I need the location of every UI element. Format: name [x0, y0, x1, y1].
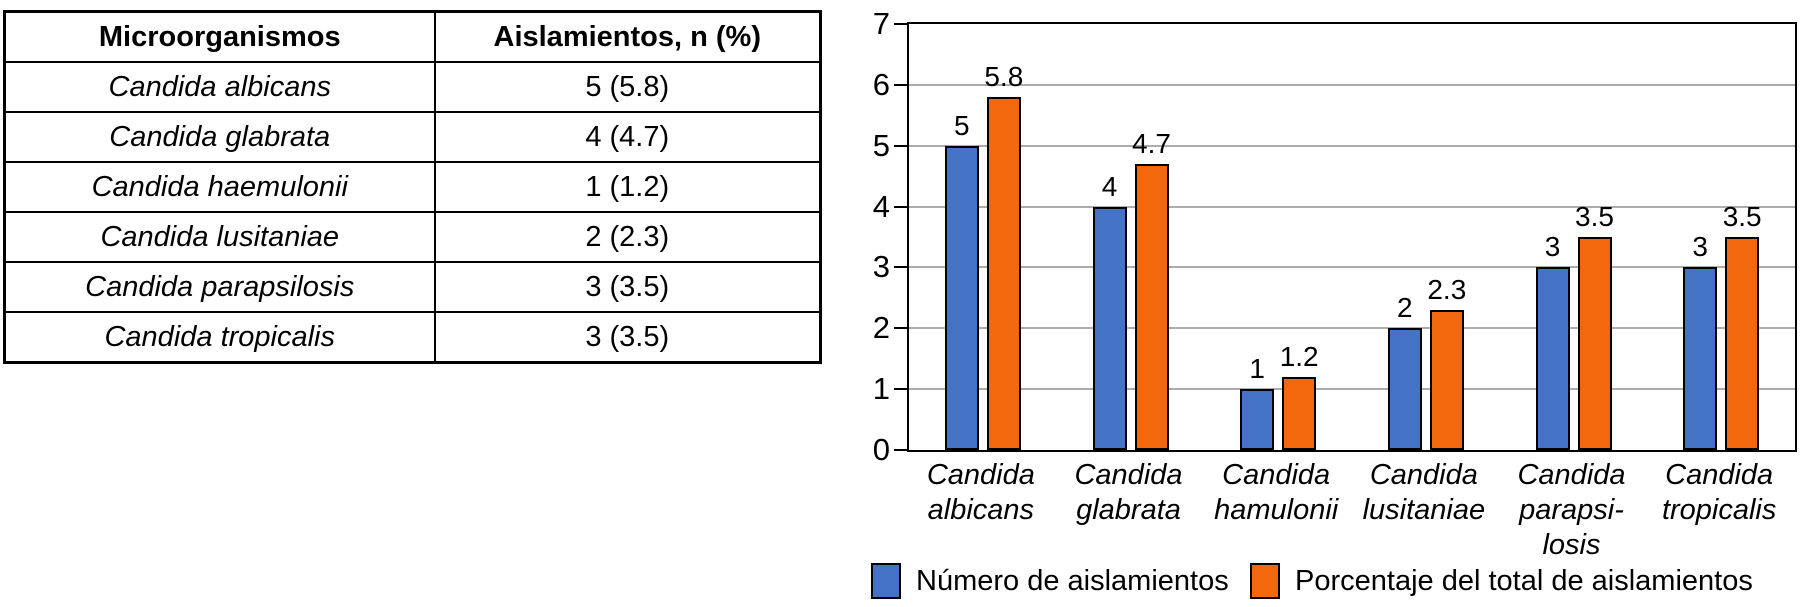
bar-percent: [1577, 237, 1612, 450]
bar-value-label: 3: [1544, 231, 1561, 263]
y-tick-mark: [894, 144, 907, 147]
y-tick-label: 7: [872, 6, 890, 41]
bar-value-label: 2: [1397, 292, 1413, 324]
x-category-label: Candida albicans: [926, 459, 1035, 526]
bar-value-label: 4.7: [1132, 127, 1171, 159]
bar-percent: [1282, 376, 1317, 450]
bar-value-label: 5.8: [984, 61, 1024, 93]
gridline: [909, 266, 1795, 269]
species-cell: Candida glabrata: [3, 111, 436, 163]
species-cell: Candida lusitaniae: [3, 211, 436, 263]
gridline: [909, 144, 1795, 147]
y-tick-mark: [894, 23, 907, 25]
y-tick-mark: [894, 449, 907, 451]
table-row: Candida albicans 5 (5.8): [3, 61, 822, 113]
plot-area: 5 5.8 4 4.7 1 1.2 2 2.3 3 3.5 3 3.5: [907, 22, 1797, 452]
bar-value-label: 1.2: [1279, 340, 1319, 372]
bar-count: [1092, 206, 1127, 450]
gridline: [909, 83, 1795, 86]
species-cell: Candida parapsilosis: [3, 261, 436, 313]
value-cell: 4 (4.7): [433, 111, 822, 163]
bar-value-label: 3.5: [1575, 201, 1614, 232]
y-tick-mark: [894, 83, 907, 86]
bar-percent: [1134, 163, 1169, 450]
table-row: Candida glabrata 4 (4.7): [3, 111, 822, 163]
bar-count: [1387, 328, 1422, 450]
species-cell: Candida tropicalis: [3, 311, 436, 364]
y-tick-label: 2: [872, 310, 890, 346]
value-cell: 1 (1.2): [433, 161, 822, 213]
bar-value-label: 4: [1101, 170, 1118, 202]
gridline: [909, 205, 1795, 208]
table-row: Candida parapsilosis 3 (3.5): [3, 261, 822, 313]
table-row: Candida haemulonii 1 (1.2): [3, 161, 822, 213]
x-category-label: Candida tropicalis: [1661, 459, 1777, 526]
bar-count: [1240, 389, 1275, 450]
value-cell: 5 (5.8): [433, 61, 822, 113]
table-header-aislamientos: Aislamientos, n (%): [433, 10, 822, 63]
chart-legend: Número de aislamientos Porcentaje del to…: [850, 561, 1800, 603]
bar-count: [1535, 267, 1570, 450]
bar-count: [944, 145, 979, 450]
y-tick-label: 4: [872, 188, 890, 224]
table-row: Candida lusitaniae 2 (2.3): [3, 211, 822, 263]
bar-percent: [1725, 237, 1760, 450]
table-header-row: Microorganismos Aislamientos, n (%): [3, 10, 822, 63]
legend-label-numero: Número de aislamientos: [916, 564, 1229, 597]
legend-label-porcentaje: Porcentaje del total de aislamientos: [1295, 564, 1753, 597]
y-tick-mark: [894, 205, 907, 208]
x-category-label: Candida hamulonii: [1214, 459, 1339, 526]
gridline: [909, 388, 1795, 391]
table-row: Candida tropicalis 3 (3.5): [3, 311, 822, 364]
legend-swatch-count: [871, 563, 901, 599]
legend-swatch-percent: [1250, 563, 1280, 599]
table: Microorganismos Aislamientos, n (%) Cand…: [3, 10, 822, 364]
legend-item-numero: Número de aislamientos: [871, 561, 1229, 601]
table-header-microorganismos: Microorganismos: [3, 10, 436, 63]
x-category-label: Candida lusitaniae: [1362, 459, 1486, 526]
bar-value-label: 2.3: [1427, 274, 1467, 306]
bar-count: [1683, 267, 1718, 450]
bar-percent: [1429, 310, 1464, 450]
bar-value-label: 3.5: [1722, 201, 1762, 232]
gridline: [909, 327, 1795, 330]
y-tick-label: 6: [872, 66, 890, 102]
bar-value-label: 5: [954, 109, 970, 141]
y-tick-label: 5: [872, 127, 890, 163]
y-tick-label: 3: [872, 249, 890, 285]
y-tick-mark: [894, 388, 907, 391]
y-tick-mark: [894, 266, 907, 269]
x-category-label: Candida parapsi- losis: [1517, 459, 1626, 561]
species-cell: Candida albicans: [3, 61, 436, 113]
value-cell: 3 (3.5): [433, 261, 822, 313]
value-cell: 2 (2.3): [433, 211, 822, 263]
y-tick-mark: [894, 327, 907, 330]
y-tick-label: 0: [872, 432, 890, 467]
y-tick-label: 1: [872, 371, 890, 407]
legend-item-porcentaje: Porcentaje del total de aislamientos: [1250, 561, 1753, 601]
species-cell: Candida haemulonii: [3, 161, 436, 213]
x-category-label: Candida glabrata: [1074, 459, 1183, 526]
microorganisms-table: Microorganismos Aislamientos, n (%) Cand…: [3, 10, 822, 364]
bar-value-label: 1: [1249, 353, 1265, 385]
value-cell: 3 (3.5): [433, 311, 822, 364]
bar-percent: [986, 97, 1021, 450]
bar-chart: 5 5.8 4 4.7 1 1.2 2 2.3 3 3.5 3 3.5 Número de aisla…: [850, 0, 1800, 607]
bar-value-label: 3: [1692, 231, 1708, 263]
